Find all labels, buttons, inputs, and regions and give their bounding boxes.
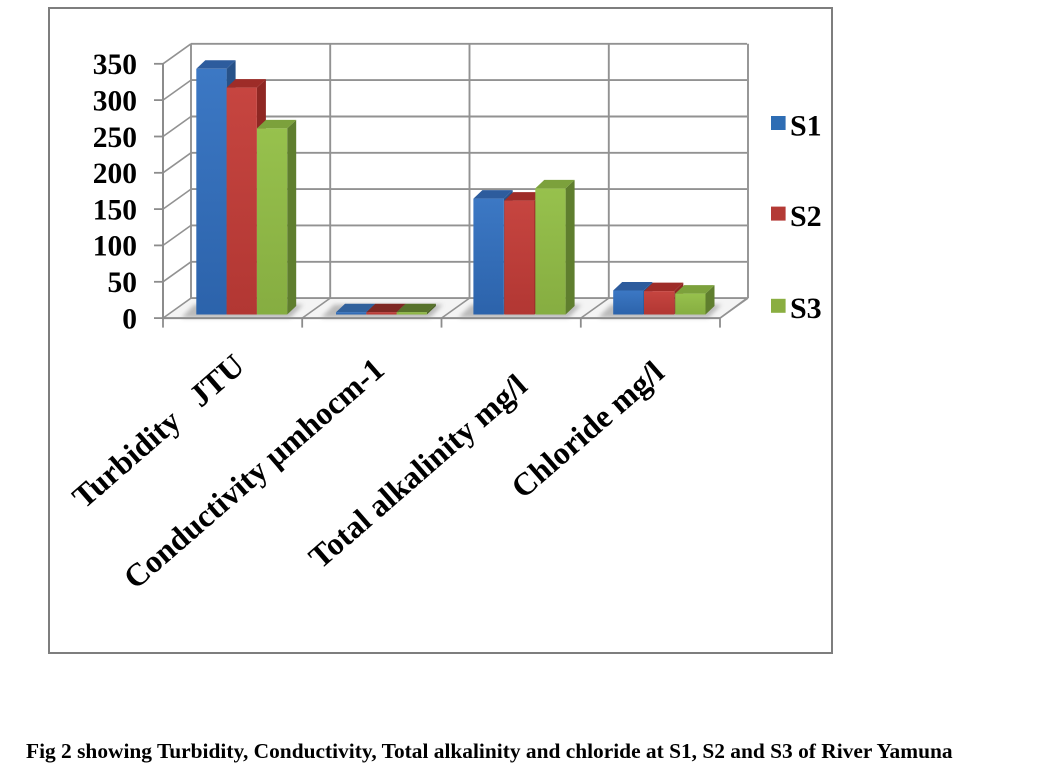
svg-text:S3: S3	[790, 292, 822, 325]
svg-text:300: 300	[93, 85, 137, 117]
svg-text:150: 150	[93, 194, 137, 226]
svg-text:0: 0	[122, 303, 137, 335]
svg-text:250: 250	[93, 122, 137, 154]
svg-text:200: 200	[93, 158, 137, 190]
svg-text:50: 50	[108, 267, 138, 299]
svg-text:S2: S2	[790, 200, 822, 233]
svg-text:S1: S1	[790, 109, 822, 142]
svg-text:350: 350	[93, 49, 137, 81]
svg-text:100: 100	[93, 231, 137, 263]
